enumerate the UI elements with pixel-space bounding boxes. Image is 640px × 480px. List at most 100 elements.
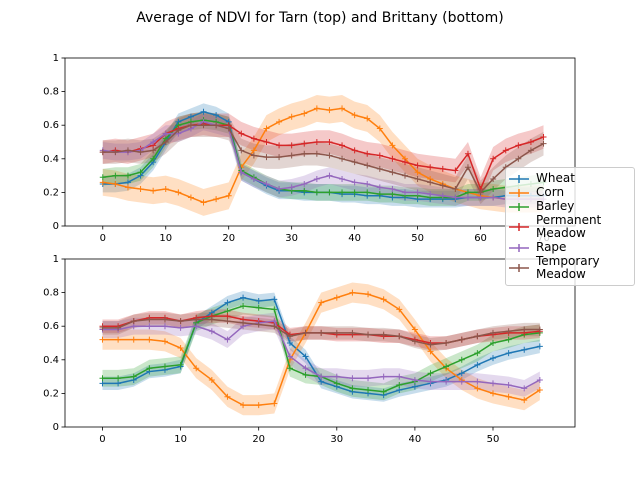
point-marker [99,179,106,186]
point-marker [505,350,512,357]
point-marker [521,346,528,353]
point-marker [489,355,496,362]
point-marker [333,294,340,301]
legend-item: Permanent Meadow [508,214,632,240]
point-marker [505,336,512,343]
point-marker [439,165,446,172]
point-marker [208,316,215,323]
point-marker [302,329,309,336]
point-marker [150,139,157,145]
legend-label: Wheat [536,171,575,185]
point-marker [263,154,270,161]
point-marker [213,122,220,129]
point-marker [489,329,496,336]
point-marker [238,130,245,137]
y-tick-label: 0.2 [43,388,59,399]
point-marker [224,318,231,325]
point-marker [464,189,471,196]
point-marker [396,373,403,380]
point-marker [302,353,309,360]
point-marker [351,189,358,196]
point-marker [137,186,144,193]
point-marker [112,149,119,156]
legend-swatch [509,188,529,197]
x-tick-label: 10 [159,233,172,244]
point-marker [193,316,200,323]
point-marker [301,140,308,147]
point-marker [301,110,308,117]
point-marker [389,191,396,198]
point-marker [161,338,168,345]
point-marker [443,378,450,385]
point-marker [146,323,153,330]
point-marker [177,318,184,325]
point-marker [402,172,408,179]
point-marker [271,323,278,330]
x-tick-label: 0 [99,434,105,445]
point-marker [224,393,231,400]
x-tick-label: 20 [252,434,265,445]
point-marker [313,150,320,157]
point-marker [458,378,465,385]
point-marker [99,375,106,382]
legend-line [509,264,529,272]
point-marker [99,174,106,181]
point-marker [286,365,293,372]
point-marker [427,164,434,171]
point-marker [464,194,471,201]
point-marker [318,378,325,385]
point-marker [318,299,325,306]
point-marker [540,133,547,140]
legend-item: Corn [508,186,632,199]
point-marker [474,333,481,340]
x-tick-label: 10 [174,434,187,445]
point-marker [250,147,257,154]
point-marker [411,383,418,390]
point-marker [464,150,471,157]
point-marker [326,189,333,196]
point-marker [99,336,106,343]
point-marker [313,139,320,145]
x-tick-label: 30 [330,434,343,445]
point-marker [389,142,396,149]
point-marker [439,182,446,189]
point-marker [380,331,387,338]
y-tick-label: 1 [53,53,59,64]
point-marker [380,373,387,380]
point-marker [276,186,283,193]
point-marker [380,296,387,303]
point-marker [458,356,465,363]
legend-swatch [509,174,529,183]
point-marker [175,189,182,196]
point-marker [443,340,450,346]
point-marker [288,184,295,191]
point-marker [536,343,543,350]
point-marker [339,175,346,182]
point-marker [115,380,122,387]
point-marker [351,112,358,119]
point-marker [536,326,543,333]
point-marker [411,338,418,345]
x-tick-label: 0 [100,233,106,244]
point-marker [161,316,168,323]
point-marker [255,298,262,304]
point-marker [339,105,346,112]
point-marker [452,167,459,174]
point-marker [396,333,403,340]
point-marker [490,175,497,182]
point-marker [276,154,283,161]
point-marker [365,375,372,382]
point-marker [376,184,383,191]
point-marker [443,363,450,370]
point-marker [505,393,512,400]
point-marker [490,155,497,162]
y-tick-label: 0 [53,221,59,232]
point-marker [414,162,421,169]
point-marker [99,380,106,387]
point-marker [414,175,421,182]
point-marker [137,149,144,156]
point-marker [364,189,371,196]
legend-line [509,202,529,211]
point-marker [376,152,383,159]
legend-item: Wheat [508,172,632,185]
